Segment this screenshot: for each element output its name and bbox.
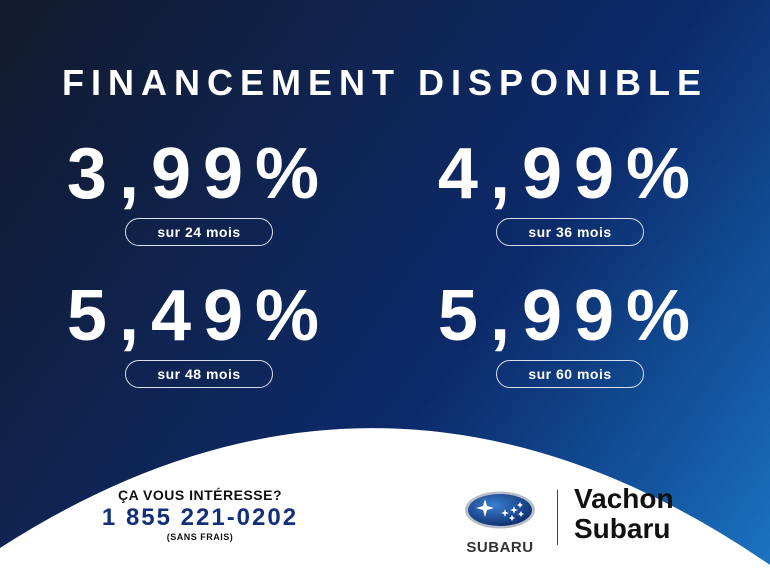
cta-question: ÇA VOUS INTÉRESSE?: [117, 487, 283, 503]
term-pill: sur 36 mois: [496, 218, 644, 246]
rate-value: 3,99%: [66, 134, 332, 214]
dealer-name: Vachon Subaru: [574, 484, 674, 544]
headline: FINANCEMENT DISPONIBLE: [61, 62, 708, 103]
contact-block: ÇA VOUS INTÉRESSE? 1 855 221-0202 (SANS …: [60, 487, 340, 542]
subaru-wordmark: SUBARU: [466, 539, 534, 556]
subaru-logo: SUBARU: [455, 490, 545, 556]
rate-value: 4,99%: [437, 134, 703, 214]
rate-offer: 3,99% sur 24 mois: [49, 134, 349, 246]
toll-free-note: (SANS FRAIS): [166, 532, 234, 542]
phone-number[interactable]: 1 855 221-0202: [101, 504, 299, 531]
rate-value: 5,99%: [437, 276, 703, 356]
term-pill: sur 60 mois: [496, 360, 644, 388]
dealer-name-line1: Vachon: [574, 483, 674, 514]
rate-offer: 5,49% sur 48 mois: [49, 276, 349, 388]
subaru-pleiades-logo-icon: [465, 491, 535, 529]
logo-divider: [557, 490, 558, 545]
term-pill: sur 24 mois: [125, 218, 273, 246]
dealer-name-line2: Subaru: [574, 513, 671, 544]
rate-offer: 5,99% sur 60 mois: [420, 276, 720, 388]
term-pill: sur 48 mois: [125, 360, 273, 388]
rate-offer: 4,99% sur 36 mois: [420, 134, 720, 246]
rate-value: 5,49%: [66, 276, 332, 356]
